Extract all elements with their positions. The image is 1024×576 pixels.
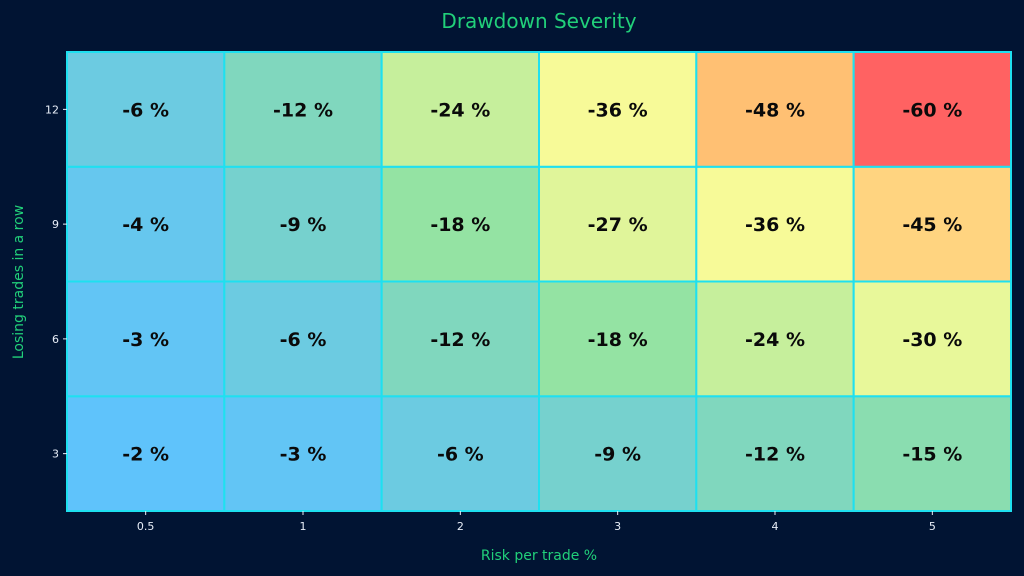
- cell-value-label: -6 %: [122, 99, 169, 121]
- heatmap-cell: [66, 395, 226, 512]
- cell-value-label: -18 %: [430, 214, 490, 236]
- heatmap-cell: [380, 280, 540, 398]
- cell-value-label: -12 %: [745, 444, 805, 466]
- cell-value-label: -27 %: [588, 214, 648, 236]
- heatmap-cell: [852, 165, 1013, 283]
- cell-value-label: -24 %: [745, 329, 805, 351]
- x-tick-label: 1: [300, 520, 307, 533]
- cell-value-label: -18 %: [588, 329, 648, 351]
- y-tick-label: 12: [45, 103, 59, 116]
- cell-value-label: -3 %: [122, 329, 169, 351]
- cell-value-label: -45 %: [902, 214, 962, 236]
- x-tick-label: 4: [772, 520, 779, 533]
- cell-value-label: -2 %: [122, 444, 169, 466]
- heatmap-cell: [695, 51, 855, 168]
- y-axis-label: Losing trades in a row: [11, 205, 27, 359]
- x-tick-label: 0.5: [137, 520, 155, 533]
- heatmap-cell: [66, 280, 226, 398]
- x-tick-label: 5: [929, 520, 936, 533]
- cell-value-label: -30 %: [902, 329, 962, 351]
- x-tick-label: 2: [457, 520, 464, 533]
- x-axis-ticks: 0.5 1 2 3 4 5: [137, 511, 936, 533]
- cell-value-label: -6 %: [280, 329, 327, 351]
- heatmap-cells: -2 % -3 % -6 % -9 % -12 % -15 % -3 % -6 % -12 % -…: [66, 51, 1013, 512]
- y-tick-label: 3: [52, 448, 59, 461]
- heatmap-cell: [66, 51, 226, 168]
- heatmap-cell: [223, 51, 383, 168]
- cell-value-label: -15 %: [902, 444, 962, 466]
- y-axis-ticks: 3 6 9 12: [45, 103, 67, 461]
- heatmap-cell: [538, 280, 698, 398]
- cell-value-label: -36 %: [745, 214, 805, 236]
- heatmap-cell: [695, 165, 855, 283]
- cell-value-label: -4 %: [122, 214, 169, 236]
- heatmap-cell: [223, 395, 383, 512]
- cell-value-label: -12 %: [273, 99, 333, 121]
- cell-value-label: -6 %: [437, 444, 484, 466]
- heatmap-cell: [380, 51, 540, 168]
- heatmap-cell: [852, 51, 1013, 168]
- cell-value-label: -12 %: [430, 329, 490, 351]
- cell-value-label: -9 %: [594, 444, 641, 466]
- cell-value-label: -24 %: [430, 99, 490, 121]
- y-tick-label: 6: [52, 333, 59, 346]
- cell-value-label: -36 %: [588, 99, 648, 121]
- heatmap-cell: [538, 395, 698, 512]
- x-axis-label: Risk per trade %: [481, 548, 597, 564]
- heatmap-cell: [852, 280, 1013, 398]
- cell-value-label: -60 %: [902, 99, 962, 121]
- heatmap-cell: [538, 165, 698, 283]
- x-tick-label: 3: [614, 520, 621, 533]
- heatmap-cell: [538, 51, 698, 168]
- heatmap-cell: [66, 165, 226, 283]
- y-tick-label: 9: [52, 218, 59, 231]
- cell-value-label: -48 %: [745, 99, 805, 121]
- heatmap-cell: [852, 395, 1013, 512]
- cell-value-label: -3 %: [280, 444, 327, 466]
- chart-title: Drawdown Severity: [441, 9, 636, 33]
- cell-value-label: -9 %: [280, 214, 327, 236]
- heatmap-cell: [223, 280, 383, 398]
